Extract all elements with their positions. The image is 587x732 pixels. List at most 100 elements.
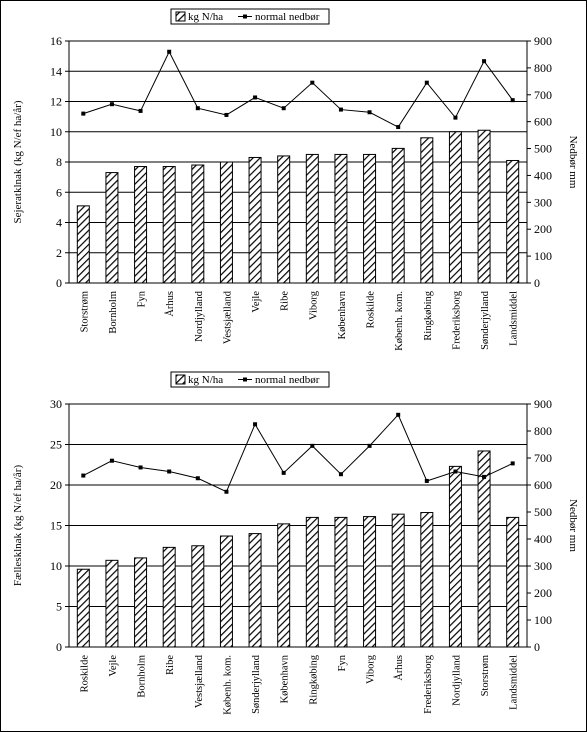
x-tick-label: Vejle: [251, 291, 262, 313]
x-tick-label: Ribe: [165, 655, 176, 675]
line-point: [424, 478, 429, 483]
y2-tick-label: 900: [534, 34, 552, 48]
bar: [219, 161, 233, 284]
y-tick-label: 30: [50, 397, 62, 411]
line-point: [510, 98, 515, 103]
legend: kg N/ha normal nedbør: [170, 371, 330, 388]
y-tick-label: 5: [56, 600, 62, 614]
x-tick-label: Ringkøbing: [423, 290, 434, 340]
bar: [334, 153, 348, 284]
x-tick-label: Viborg: [366, 654, 377, 684]
line-point: [138, 108, 143, 113]
y2-tick-label: 500: [534, 142, 552, 156]
y2-tick-label: 900: [534, 397, 552, 411]
y-tick-label: 25: [50, 438, 62, 452]
chart-2: 0510152025300100200300400500600700800900…: [12, 371, 579, 715]
bar: [391, 513, 405, 648]
bar: [277, 523, 291, 648]
bar: [420, 137, 434, 284]
x-tick-label: Roskilde: [366, 291, 377, 329]
bar: [363, 516, 377, 648]
y-tick-label: 10: [50, 125, 62, 139]
x-tick-label: Bornholm: [137, 655, 148, 698]
line-point: [453, 469, 458, 474]
x-tick-label: Vestsjælland: [194, 654, 205, 708]
x-tick-label: Ribe: [280, 291, 291, 311]
legend: kg N/ha normal nedbør: [170, 8, 330, 25]
y-tick-label: 12: [50, 95, 62, 109]
y-tick-label: 10: [50, 559, 62, 573]
line-point: [453, 115, 458, 120]
line-point: [281, 470, 286, 475]
x-tick-label: Ringkøbing: [308, 654, 319, 704]
y2-tick-label: 700: [534, 451, 552, 465]
x-tick-label: Landsmiddel: [509, 655, 520, 710]
y2-tick-label: 200: [534, 222, 552, 236]
y-tick-label: 2: [56, 246, 62, 260]
x-tick-label: Århus: [164, 291, 176, 317]
bar: [191, 545, 205, 648]
x-tick-label: Århus: [393, 655, 405, 681]
line-point: [482, 474, 487, 479]
y2-tick-label: 300: [534, 195, 552, 209]
y2-axis-title: Nedbør mm: [567, 136, 579, 189]
y-tick-label: 6: [56, 185, 62, 199]
line-point: [482, 59, 487, 64]
bar: [477, 450, 491, 648]
line-point: [310, 80, 315, 85]
x-tick-label: Viborg: [308, 290, 319, 320]
x-tick-label: Fyn: [137, 290, 148, 307]
bar: [134, 166, 148, 284]
bar: [506, 516, 520, 648]
bar: [191, 164, 205, 284]
y2-tick-label: 800: [534, 424, 552, 438]
y2-tick-label: 200: [534, 586, 552, 600]
x-tick-label: Bornholm: [108, 291, 119, 334]
bar: [162, 546, 176, 648]
legend-line-marker: [243, 14, 247, 19]
bar: [248, 156, 262, 284]
x-tick-label: Roskilde: [79, 655, 90, 693]
line-point: [338, 472, 343, 477]
bar: [76, 205, 90, 284]
x-tick-label: Vejle: [108, 655, 119, 677]
line-point: [224, 112, 229, 117]
bar: [248, 533, 262, 648]
line-point: [167, 469, 172, 474]
line-point: [396, 125, 401, 130]
y-tick-label: 4: [56, 216, 62, 230]
y2-tick-label: 100: [534, 613, 552, 627]
series-line: [83, 50, 514, 128]
y-tick-label: 0: [56, 276, 62, 290]
y2-tick-label: 100: [534, 249, 552, 263]
x-tick-label: Storstrøm: [79, 291, 90, 332]
line-point: [195, 106, 200, 111]
line-point: [195, 476, 200, 481]
line-point: [310, 443, 315, 448]
line-point: [167, 49, 172, 54]
line-point: [281, 106, 286, 111]
y-tick-label: 0: [56, 640, 62, 654]
line-point: [253, 422, 258, 427]
x-tick-label: København: [337, 290, 348, 339]
y2-tick-label: 800: [534, 61, 552, 75]
bar: [334, 516, 348, 648]
y-tick-label: 15: [50, 519, 62, 533]
line-point: [109, 102, 114, 107]
bar: [448, 465, 462, 648]
y2-axis-title: Nedbør mm: [567, 499, 579, 552]
y-axis-title: Sejeratklnak (kg N/ef ha/år): [12, 100, 24, 223]
bar: [134, 557, 148, 648]
bar: [105, 559, 119, 648]
x-tick-label: Fyn: [337, 654, 348, 671]
y-tick-label: 16: [50, 34, 62, 48]
legend-bar-label: kg N/ha: [188, 374, 223, 386]
x-tick-label: Frederiksborg: [423, 654, 434, 713]
x-tick-label: Nordjylland: [451, 654, 462, 705]
line-point: [81, 473, 86, 478]
bar: [277, 155, 291, 284]
line-point: [81, 111, 86, 116]
y-tick-label: 14: [50, 64, 62, 78]
y-axis-title: Fællesklnak (kg N/ef ha/år): [12, 465, 24, 587]
